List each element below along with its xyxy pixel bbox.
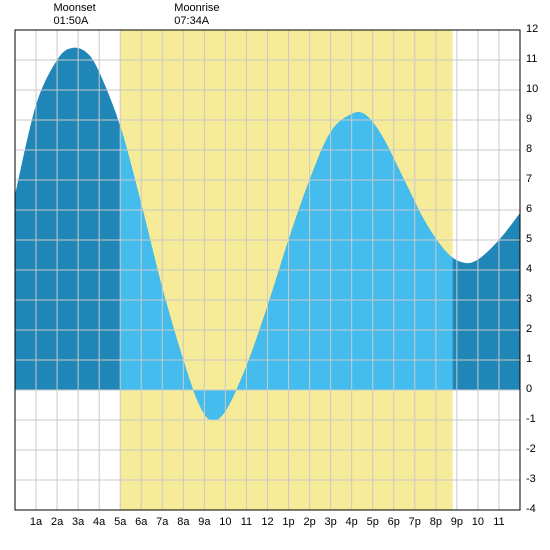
- x-tick-label: 12: [261, 516, 273, 528]
- x-tick-label: 7a: [156, 516, 168, 528]
- y-tick-label: 9: [526, 113, 532, 125]
- y-tick-label: 4: [526, 263, 532, 275]
- x-tick-label: 1p: [282, 516, 294, 528]
- x-tick-label: 11: [241, 516, 252, 528]
- moonrise-label: Moonrise 07:34A: [174, 2, 219, 28]
- y-tick-label: -2: [526, 443, 536, 455]
- y-tick-label: 0: [526, 383, 532, 395]
- x-tick-label: 10: [472, 516, 484, 528]
- tide-chart: -4-3-2-101234567891011121a2a3a4a5a6a7a8a…: [0, 0, 550, 550]
- x-tick-label: 8a: [177, 516, 189, 528]
- y-tick-label: -1: [526, 413, 536, 425]
- y-tick-label: -3: [526, 473, 536, 485]
- x-tick-label: 8p: [430, 516, 442, 528]
- x-tick-label: 11: [493, 516, 504, 528]
- x-tick-label: 9p: [451, 516, 463, 528]
- x-tick-label: 9a: [198, 516, 210, 528]
- x-tick-label: 6a: [135, 516, 147, 528]
- y-tick-label: 11: [526, 53, 537, 65]
- x-tick-label: 3a: [72, 516, 84, 528]
- y-tick-label: 2: [526, 323, 532, 335]
- x-tick-label: 4p: [346, 516, 358, 528]
- y-tick-label: 10: [526, 83, 538, 95]
- y-tick-label: 1: [526, 353, 532, 365]
- x-tick-label: 6p: [388, 516, 400, 528]
- x-tick-label: 7p: [409, 516, 421, 528]
- y-tick-label: 6: [526, 203, 532, 215]
- x-tick-label: 3p: [325, 516, 337, 528]
- y-tick-label: 3: [526, 293, 532, 305]
- x-tick-label: 10: [219, 516, 231, 528]
- y-tick-label: 7: [526, 173, 532, 185]
- x-tick-label: 5p: [367, 516, 379, 528]
- y-tick-label: 12: [526, 23, 538, 35]
- x-tick-label: 5a: [114, 516, 126, 528]
- moonset-label: Moonset 01:50A: [54, 2, 96, 28]
- x-tick-label: 2a: [51, 516, 63, 528]
- x-tick-label: 4a: [93, 516, 105, 528]
- x-tick-label: 2p: [303, 516, 315, 528]
- chart-svg: [0, 0, 550, 550]
- y-tick-label: -4: [526, 503, 536, 515]
- y-tick-label: 5: [526, 233, 532, 245]
- x-tick-label: 1a: [30, 516, 42, 528]
- y-tick-label: 8: [526, 143, 532, 155]
